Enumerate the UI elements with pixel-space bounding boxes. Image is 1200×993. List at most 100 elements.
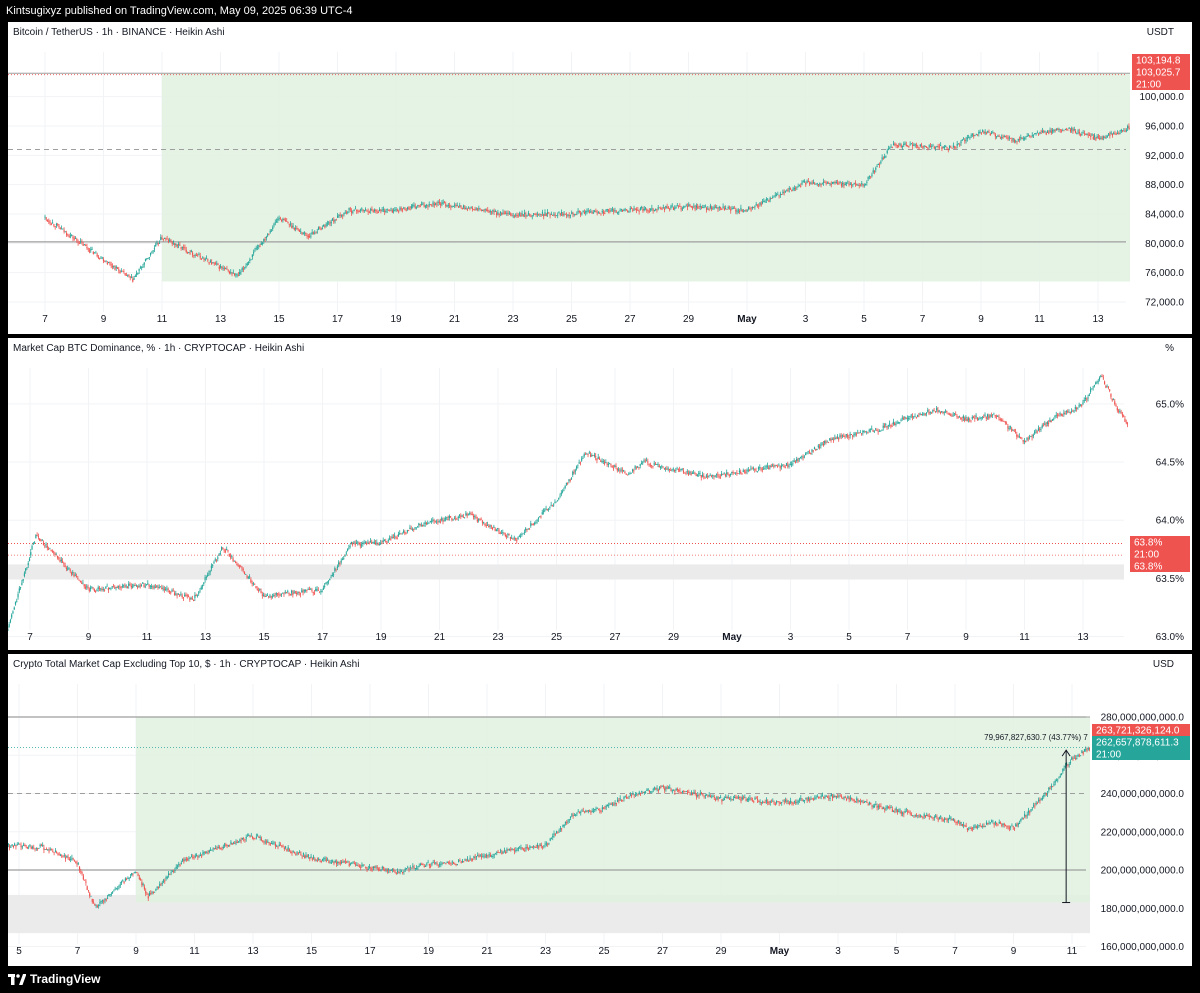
candle-body xyxy=(968,137,970,139)
candle-body xyxy=(131,873,133,875)
candle-body xyxy=(1059,413,1061,415)
candle-body xyxy=(253,838,255,839)
candle-body xyxy=(14,601,17,605)
candle-body xyxy=(193,255,195,256)
candle-body xyxy=(648,210,650,212)
candle-body xyxy=(9,620,12,623)
candle-body xyxy=(788,188,790,190)
bitcoin-price-scale[interactable]: 72,000.076,000.080,000.084,000.088,000.0… xyxy=(1130,52,1192,312)
candle-body xyxy=(754,468,756,470)
candle-body xyxy=(630,208,633,210)
candle-body xyxy=(821,442,823,444)
candle-body xyxy=(433,862,436,864)
candle-body xyxy=(175,866,177,869)
candle-body xyxy=(498,852,500,854)
candle-body xyxy=(970,135,972,137)
candle-body xyxy=(962,138,965,140)
candle-body xyxy=(243,838,245,840)
time-axis-label: 9 xyxy=(978,314,984,325)
candle-body xyxy=(600,460,602,462)
candle-body xyxy=(656,464,658,465)
candle-body xyxy=(929,146,932,147)
bitcoin-currency-label[interactable]: USDT xyxy=(1146,27,1174,38)
candle-body xyxy=(92,902,95,904)
candle-body xyxy=(546,212,549,215)
candle-body xyxy=(191,598,193,600)
candle-body xyxy=(1091,388,1093,390)
candle-body xyxy=(218,847,221,849)
candle-body xyxy=(59,228,61,229)
candle-body xyxy=(913,416,915,418)
candle-body xyxy=(657,207,659,209)
candle-body xyxy=(983,417,985,419)
candle-body xyxy=(323,224,325,227)
candle-body xyxy=(50,849,53,851)
candle-body xyxy=(751,468,753,470)
candle-body xyxy=(259,246,261,247)
candle-body xyxy=(161,237,163,239)
candle-body xyxy=(579,462,582,464)
candle-body xyxy=(927,410,929,412)
candle-body xyxy=(177,244,180,246)
candle-body xyxy=(747,207,750,209)
candle-body xyxy=(363,210,365,211)
candle-body xyxy=(781,194,783,195)
others-marketcap-chart-panel[interactable]: 79,967,827,630.7 (43.77%) 7 160,000,000,0… xyxy=(8,654,1192,966)
candle-body xyxy=(669,208,671,210)
candle-body xyxy=(942,147,944,149)
candle-body xyxy=(249,576,251,578)
bitcoin-chart-panel[interactable]: 28,257.3 (37.81%) 2,825,73172,000.076,00… xyxy=(8,22,1192,334)
btc-dominance-unit-label[interactable]: % xyxy=(1165,343,1174,354)
candle-body xyxy=(251,254,253,257)
candle-body xyxy=(1084,397,1087,399)
candle-body xyxy=(671,469,673,471)
candle-body xyxy=(1068,127,1070,129)
candle-body xyxy=(975,134,977,135)
candle-body xyxy=(287,847,289,850)
candle-body xyxy=(181,246,184,248)
btc-dominance-chart-panel[interactable]: 63.0% 63.5% 64.0% 64.5% 65.0% 63.8% 21:00 63.8%… xyxy=(8,338,1192,650)
candle-body xyxy=(59,854,62,856)
candle-body xyxy=(576,812,578,814)
candle-body xyxy=(1093,384,1096,386)
candle-body xyxy=(277,846,279,848)
candle-body xyxy=(1038,133,1040,135)
candle-body xyxy=(527,848,530,850)
bitcoin-chart-svg[interactable]: 28,257.3 (37.81%) 2,825,73172,000.076,00… xyxy=(8,22,1192,334)
candle-body xyxy=(117,888,119,890)
candle-body xyxy=(978,419,980,421)
candle-body xyxy=(465,512,467,516)
candle-body xyxy=(1015,140,1017,142)
candle-body xyxy=(146,258,148,260)
candle-body xyxy=(196,594,199,596)
candle-body xyxy=(458,860,460,863)
candle-body xyxy=(265,841,268,843)
candle-body xyxy=(735,472,737,474)
others-marketcap-chart-svg[interactable]: 79,967,827,630.7 (43.77%) 7160,000,000,0… xyxy=(8,654,1192,966)
candle-body xyxy=(1103,381,1106,385)
others-marketcap-candles xyxy=(8,746,1091,909)
candle-body xyxy=(12,611,14,614)
candle-body xyxy=(566,822,568,823)
candle-body xyxy=(144,259,147,261)
candle-body xyxy=(80,871,82,873)
candle-body xyxy=(782,191,784,194)
candle-body xyxy=(624,471,626,474)
candle-body xyxy=(12,845,15,848)
candle-body xyxy=(610,210,612,211)
candle-body xyxy=(217,847,219,849)
candle-body xyxy=(40,540,42,542)
candle-body xyxy=(1014,431,1017,433)
candle-body xyxy=(316,231,318,233)
btc-dominance-time-axis[interactable]: 7 9 11 13 15 17 19 21 23 25 27 29 May 3 5 7 9 11 13 xyxy=(27,632,1089,643)
btc-dominance-chart-svg[interactable]: 63.0%63.5%64.0%64.5%65.0%63.8%21:0063.8%… xyxy=(8,338,1192,650)
candle-body xyxy=(71,235,73,236)
candle-body xyxy=(282,592,284,594)
candle-body xyxy=(755,470,757,472)
bitcoin-time-axis[interactable]: 7 9 11 13 15 17 19 21 23 25 27 29 May 3 5 7 9 11 13 xyxy=(42,314,1104,325)
candle-body xyxy=(22,845,25,846)
candle-body xyxy=(901,146,904,148)
candle-body xyxy=(29,845,31,847)
candle-body xyxy=(415,206,418,208)
